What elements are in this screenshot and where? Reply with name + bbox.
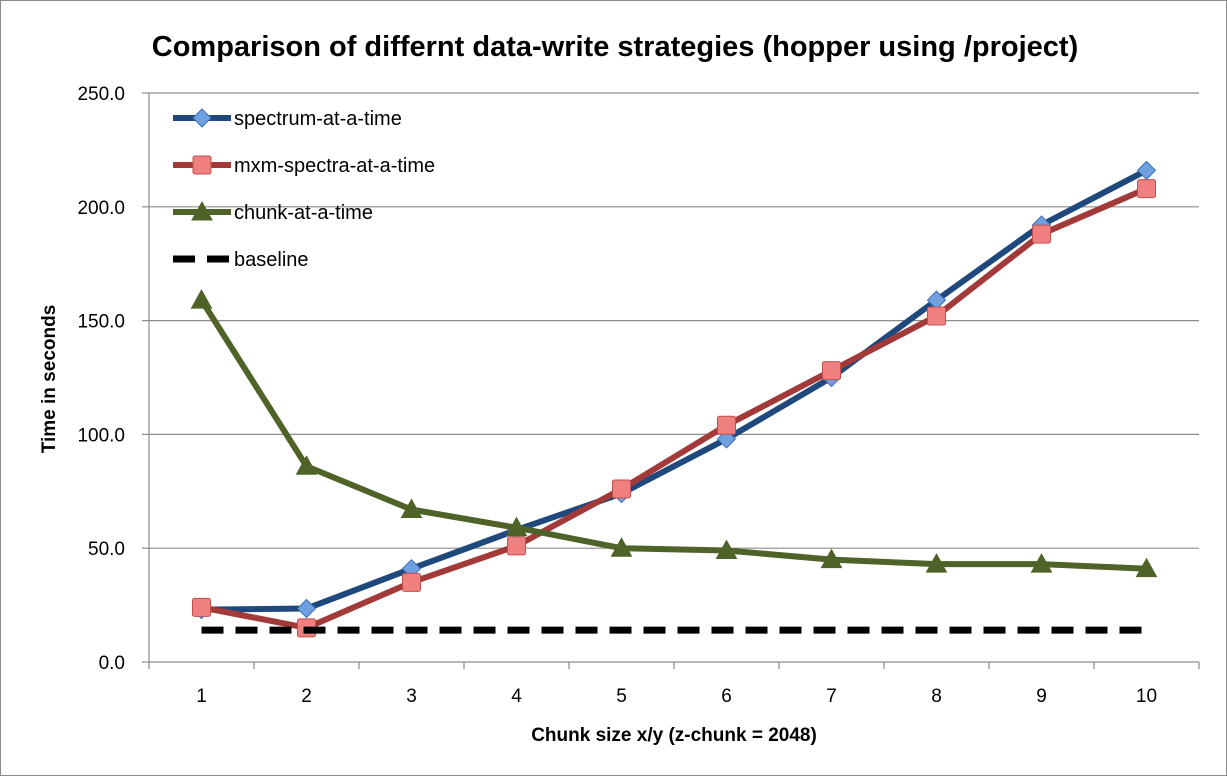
data-point <box>295 455 318 475</box>
series-chunk-at-a-time <box>190 289 1158 578</box>
x-axis-title: Chunk size x/y (z-chunk = 2048) <box>531 725 817 746</box>
x-tick-label: 8 <box>931 686 942 707</box>
legend-item: spectrum-at-a-time <box>173 108 402 130</box>
legend-label: mxm-spectra-at-a-time <box>234 155 435 177</box>
x-tick-label: 10 <box>1136 686 1157 707</box>
legend-marker <box>192 108 212 128</box>
y-tick-label: 200.0 <box>77 198 125 219</box>
data-point <box>190 289 213 309</box>
y-tick-labels: 0.0 50.0 100.0 150.0 200.0 250.0 <box>77 84 125 674</box>
legend-item: baseline <box>173 249 309 271</box>
legend-item: chunk-at-a-time <box>173 200 373 224</box>
legend-label: chunk-at-a-time <box>234 202 373 224</box>
data-point <box>402 572 421 592</box>
x-tick-label: 7 <box>826 686 837 707</box>
gridlines <box>149 92 1199 549</box>
y-tick-label: 250.0 <box>77 84 125 105</box>
axes <box>142 92 1200 669</box>
data-point <box>1030 553 1053 573</box>
y-tick-label: 0.0 <box>99 653 125 674</box>
series-line <box>198 298 1147 572</box>
x-tick-label: 3 <box>406 686 417 707</box>
x-tick-label: 6 <box>721 686 732 707</box>
data-point <box>1137 179 1156 199</box>
legend-marker <box>192 155 212 175</box>
legend-marker <box>191 200 213 221</box>
data-point <box>717 415 736 435</box>
y-axis-title: Time in seconds <box>39 305 60 454</box>
series-mxm-spectra-at-a-time <box>192 179 1156 638</box>
data-point <box>1032 224 1051 244</box>
x-tick-label: 2 <box>301 686 312 707</box>
data-point <box>612 479 631 499</box>
data-point <box>927 306 946 326</box>
data-point <box>925 553 948 573</box>
legend-label: baseline <box>234 249 309 271</box>
data-point <box>715 539 738 559</box>
data-point <box>507 536 526 556</box>
x-tick-label: 9 <box>1036 686 1047 707</box>
series-line <box>201 167 1148 613</box>
data-point <box>400 498 423 519</box>
x-tick-labels: 1 2 3 4 5 6 7 8 9 10 <box>196 686 1157 707</box>
data-point <box>822 361 841 381</box>
y-tick-label: 150.0 <box>77 312 125 333</box>
legend-item: mxm-spectra-at-a-time <box>173 155 435 177</box>
legend-label: spectrum-at-a-time <box>234 108 402 130</box>
data-point <box>192 597 211 617</box>
chart-title: Comparison of differnt data-write strate… <box>152 31 1078 63</box>
data-point <box>1135 557 1158 578</box>
data-point <box>610 537 633 557</box>
legend: spectrum-at-a-time mxm-spectra-at-a-time c… <box>173 108 435 271</box>
x-tick-label: 1 <box>196 686 207 707</box>
data-point <box>296 598 317 619</box>
y-tick-label: 100.0 <box>77 425 125 446</box>
data-point <box>820 548 843 569</box>
x-tick-label: 4 <box>511 686 522 707</box>
series-group <box>190 160 1158 638</box>
y-tick-label: 50.0 <box>88 539 125 560</box>
x-tick-label: 5 <box>616 686 627 707</box>
series-line <box>200 185 1148 631</box>
data-point <box>505 516 528 537</box>
